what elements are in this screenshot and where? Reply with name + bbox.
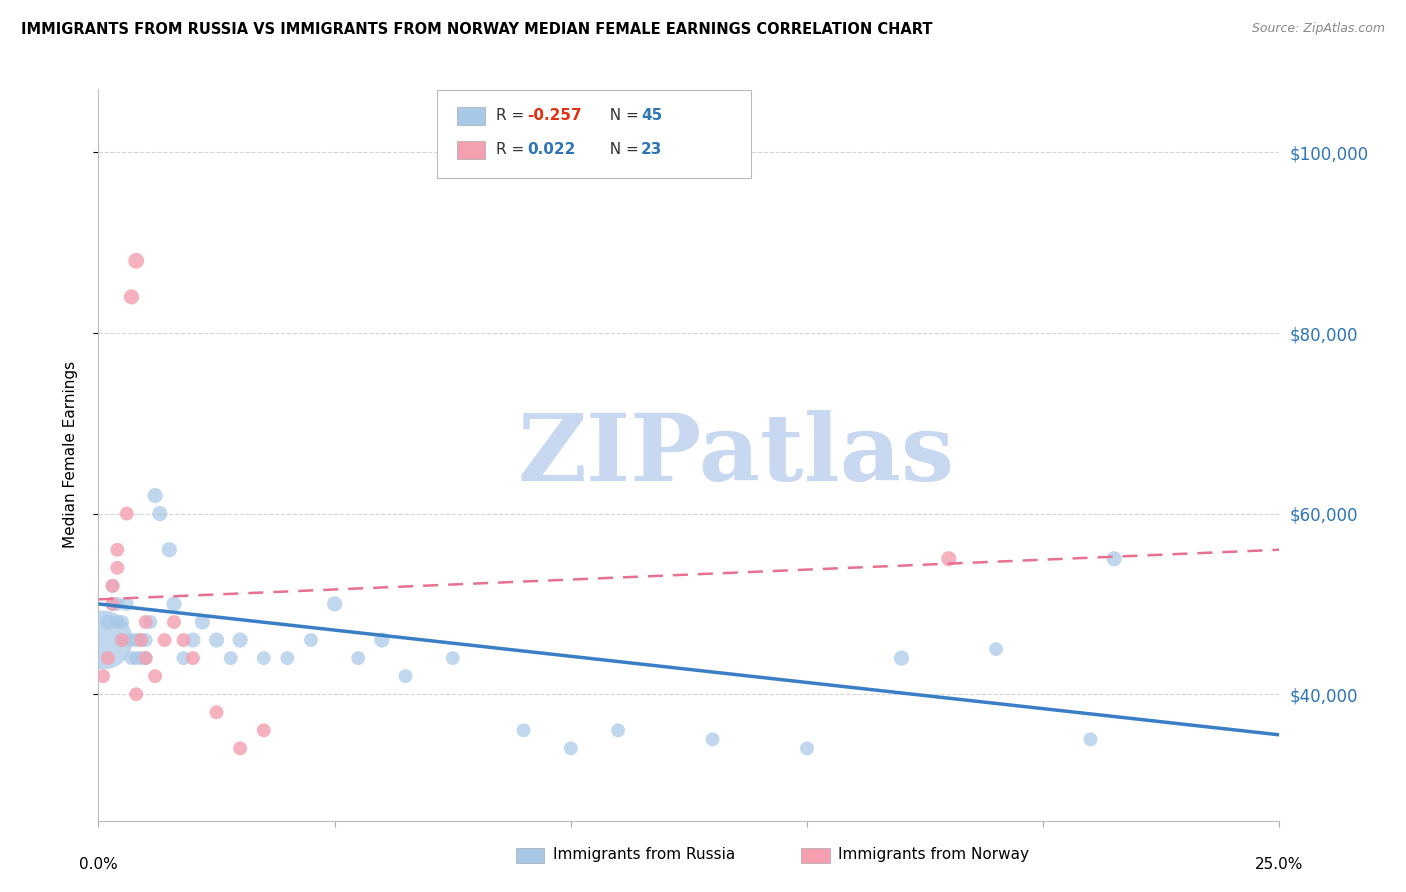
Point — [276, 651, 298, 665]
Point — [441, 651, 464, 665]
Point — [105, 615, 128, 629]
Point — [139, 615, 162, 629]
Point — [115, 597, 138, 611]
Point — [253, 651, 276, 665]
Point — [111, 615, 134, 629]
Point — [299, 633, 322, 648]
Point — [890, 651, 912, 665]
Point — [371, 633, 394, 648]
Point — [796, 741, 818, 756]
Point — [135, 633, 157, 648]
Point — [253, 723, 276, 738]
Point — [323, 597, 346, 611]
Point — [163, 597, 186, 611]
Point — [125, 651, 148, 665]
Point — [938, 551, 960, 566]
Point — [157, 542, 180, 557]
Point — [91, 633, 114, 648]
Point — [1102, 551, 1125, 566]
Point — [172, 651, 194, 665]
Text: R =: R = — [496, 143, 530, 157]
Point — [101, 579, 124, 593]
Point — [105, 597, 128, 611]
Text: 23: 23 — [641, 143, 662, 157]
Point — [191, 615, 214, 629]
Point — [181, 633, 204, 648]
Point — [129, 633, 152, 648]
Point — [101, 597, 124, 611]
Point — [101, 579, 124, 593]
Text: ZIPatlas: ZIPatlas — [517, 410, 955, 500]
Point — [97, 615, 120, 629]
Point — [512, 723, 534, 738]
Point — [560, 741, 582, 756]
Point — [111, 633, 134, 648]
Point — [229, 633, 252, 648]
Text: R =: R = — [496, 109, 530, 123]
Point — [135, 615, 157, 629]
Point — [394, 669, 416, 683]
Text: 0.022: 0.022 — [527, 143, 575, 157]
Point — [347, 651, 370, 665]
Point — [129, 651, 152, 665]
Point — [205, 633, 228, 648]
Text: IMMIGRANTS FROM RUSSIA VS IMMIGRANTS FROM NORWAY MEDIAN FEMALE EARNINGS CORRELAT: IMMIGRANTS FROM RUSSIA VS IMMIGRANTS FRO… — [21, 22, 932, 37]
Point — [1080, 732, 1102, 747]
Text: N =: N = — [600, 109, 644, 123]
Text: 0.0%: 0.0% — [79, 856, 118, 871]
Point — [129, 633, 152, 648]
Point — [135, 651, 157, 665]
Point — [97, 651, 120, 665]
Point — [101, 597, 124, 611]
Text: Immigrants from Russia: Immigrants from Russia — [553, 847, 735, 862]
Point — [121, 651, 143, 665]
Point — [153, 633, 176, 648]
Point — [121, 290, 143, 304]
Point — [91, 669, 114, 683]
Point — [121, 633, 143, 648]
Point — [143, 489, 166, 503]
Y-axis label: Median Female Earnings: Median Female Earnings — [63, 361, 77, 549]
Point — [702, 732, 724, 747]
Point — [163, 615, 186, 629]
Text: Source: ZipAtlas.com: Source: ZipAtlas.com — [1251, 22, 1385, 36]
Point — [125, 633, 148, 648]
Text: 45: 45 — [641, 109, 662, 123]
Point — [125, 253, 148, 268]
Point — [205, 706, 228, 720]
Text: N =: N = — [600, 143, 644, 157]
Point — [135, 651, 157, 665]
Point — [984, 642, 1007, 657]
Point — [181, 651, 204, 665]
Text: 25.0%: 25.0% — [1256, 856, 1303, 871]
Point — [125, 687, 148, 701]
Point — [111, 633, 134, 648]
Point — [115, 507, 138, 521]
Point — [105, 561, 128, 575]
Point — [149, 507, 172, 521]
Text: Immigrants from Norway: Immigrants from Norway — [838, 847, 1029, 862]
Point — [607, 723, 630, 738]
Point — [105, 542, 128, 557]
Point — [219, 651, 242, 665]
Point — [229, 741, 252, 756]
Text: -0.257: -0.257 — [527, 109, 582, 123]
Point — [172, 633, 194, 648]
Point — [143, 669, 166, 683]
